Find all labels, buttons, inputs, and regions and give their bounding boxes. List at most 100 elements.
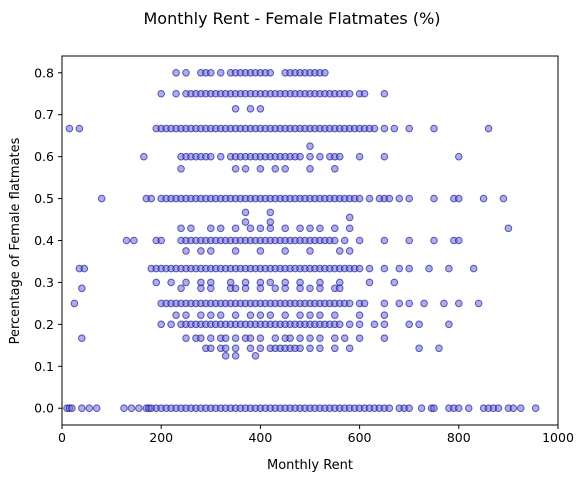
y-tick-label: 0.0 — [34, 401, 54, 416]
data-point — [345, 89, 354, 98]
data-point — [316, 152, 324, 161]
data-point — [455, 299, 463, 308]
data-point — [380, 299, 389, 308]
data-point — [430, 236, 438, 245]
data-point — [246, 311, 255, 319]
data-point — [246, 224, 255, 233]
data-point — [405, 404, 414, 413]
data-point — [246, 105, 255, 113]
data-point — [97, 194, 106, 203]
data-point — [256, 311, 265, 319]
data-point — [216, 224, 225, 233]
data-point — [256, 165, 265, 173]
data-point — [216, 152, 225, 161]
data-point — [474, 299, 483, 308]
data-point — [355, 311, 364, 319]
data-point — [445, 264, 453, 273]
data-point — [306, 344, 314, 353]
data-point — [345, 344, 354, 353]
data-point — [390, 124, 399, 133]
data-point — [345, 224, 354, 233]
data-point — [70, 299, 79, 308]
data-point — [266, 311, 275, 319]
data-point — [455, 152, 463, 161]
x-tick-label: 600 — [348, 430, 372, 445]
data-point — [266, 68, 275, 77]
data-point — [172, 311, 180, 319]
data-point — [281, 247, 290, 255]
data-point — [306, 224, 314, 233]
data-point — [430, 124, 438, 133]
data-point — [484, 124, 493, 133]
data-point — [296, 284, 304, 293]
x-tick-label: 800 — [447, 430, 471, 445]
data-point — [256, 334, 265, 343]
data-point — [172, 89, 180, 98]
data-point — [271, 165, 280, 173]
data-point — [380, 334, 389, 343]
data-point — [207, 68, 215, 77]
data-point — [504, 224, 513, 233]
y-axis: 0.0 0.1 0.2 0.3 0.4 0.5 0.6 0.7 0.8 — [34, 65, 62, 416]
data-point — [405, 299, 414, 308]
data-point — [494, 404, 503, 413]
data-point — [306, 142, 314, 150]
data-point — [360, 299, 369, 308]
data-point — [355, 320, 364, 329]
data-point — [345, 213, 354, 222]
data-point — [405, 320, 414, 329]
data-point — [75, 124, 84, 133]
data-point — [380, 264, 389, 273]
data-point — [425, 264, 433, 273]
data-point — [340, 236, 349, 245]
data-point — [231, 334, 240, 343]
data-point — [78, 284, 86, 293]
data-point — [331, 165, 339, 173]
data-point — [355, 334, 364, 343]
data-point — [365, 194, 374, 203]
data-point — [464, 404, 473, 413]
data-point — [370, 320, 379, 329]
data-point — [405, 236, 414, 245]
data-point — [306, 311, 314, 319]
data-point — [281, 284, 290, 293]
data-point — [216, 68, 225, 77]
data-point — [335, 152, 344, 161]
data-point — [187, 224, 195, 233]
data-point — [266, 208, 275, 217]
data-point — [241, 284, 250, 293]
data-point — [306, 247, 314, 255]
data-point — [221, 352, 230, 360]
data-point — [68, 404, 76, 413]
data-point — [296, 344, 304, 353]
data-point — [385, 194, 394, 203]
data-point — [509, 404, 518, 413]
data-point — [479, 194, 488, 203]
y-tick-label: 0.4 — [34, 233, 54, 248]
chart-title: Monthly Rent - Female Flatmates (%) — [143, 9, 440, 28]
data-point — [345, 299, 354, 308]
data-point — [455, 194, 463, 203]
data-point — [395, 264, 404, 273]
data-point — [256, 344, 265, 353]
data-point — [380, 152, 389, 161]
data-point — [207, 224, 215, 233]
data-point — [256, 224, 265, 233]
data-point — [306, 334, 314, 343]
data-point — [286, 334, 294, 343]
data-point — [122, 236, 131, 245]
data-point — [207, 334, 215, 343]
data-point — [296, 224, 304, 233]
data-point — [355, 152, 364, 161]
data-point — [430, 194, 438, 203]
data-point — [380, 89, 389, 98]
data-point — [207, 344, 215, 353]
data-point — [177, 284, 185, 293]
x-tick-label: 0 — [58, 430, 66, 445]
y-tick-label: 0.7 — [34, 107, 54, 122]
data-point — [147, 194, 156, 203]
data-point — [231, 247, 240, 255]
data-point — [430, 404, 438, 413]
data-point — [380, 311, 389, 319]
data-point — [216, 311, 225, 319]
